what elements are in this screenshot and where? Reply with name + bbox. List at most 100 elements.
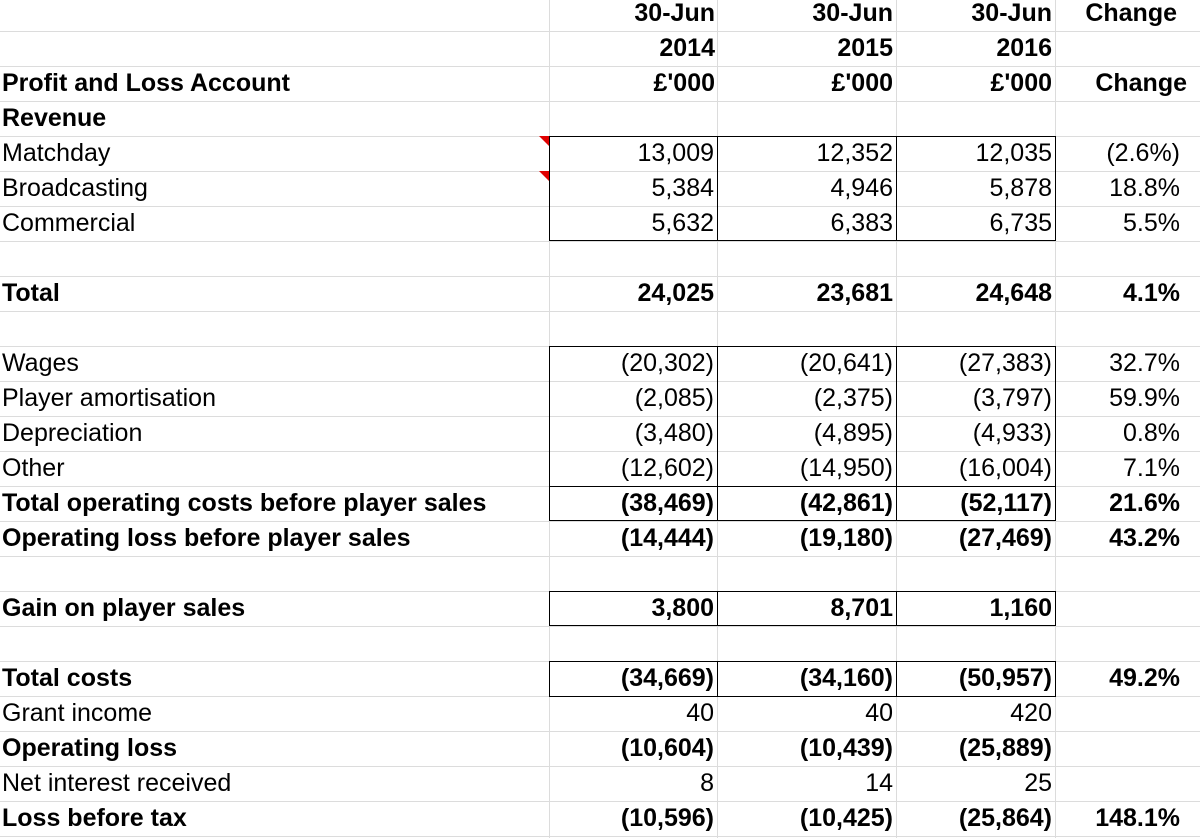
value-cell[interactable]: 40 (686, 699, 714, 727)
value-cell[interactable]: (42,861) (799, 489, 893, 517)
value-cell[interactable]: (50,957) (958, 664, 1052, 692)
comment-indicator-icon[interactable] (539, 171, 549, 181)
value-cell[interactable] (717, 626, 896, 661)
value-cell[interactable]: (14,444) (620, 524, 714, 552)
value-cell[interactable]: (2,085) (634, 384, 714, 412)
change-cell[interactable]: 43.2% (1109, 524, 1180, 552)
value-cell[interactable]: 5,878 (989, 174, 1052, 202)
row-label-cell[interactable]: Total operating costs before player sale… (2, 489, 487, 517)
row-label-cell[interactable]: Total (2, 279, 60, 307)
value-cell[interactable]: (52,117) (960, 489, 1052, 517)
change-cell[interactable]: 49.2% (1109, 664, 1180, 692)
row-label-cell[interactable]: Total costs (2, 664, 133, 692)
value-cell[interactable]: 23,681 (816, 279, 893, 307)
value-cell[interactable]: (3,480) (634, 419, 714, 447)
change-cell[interactable]: 148.1% (1095, 804, 1180, 832)
change-cell[interactable] (1055, 626, 1200, 661)
change-cell[interactable] (1055, 731, 1200, 766)
value-cell[interactable]: 24,648 (975, 279, 1052, 307)
value-cell[interactable]: (12,602) (620, 454, 714, 482)
change-cell[interactable]: 0.8% (1123, 419, 1180, 447)
value-cell[interactable]: (19,180) (799, 524, 893, 552)
row-label-cell[interactable]: Gain on player sales (2, 594, 246, 622)
row-label-cell[interactable]: Operating loss (2, 734, 178, 762)
value-cell[interactable] (896, 556, 1055, 591)
value-cell[interactable] (549, 311, 717, 346)
row-label-cell[interactable] (2, 311, 547, 346)
value-cell[interactable]: (3,797) (972, 384, 1052, 412)
row-label-cell[interactable] (2, 241, 547, 276)
change-cell[interactable] (1055, 696, 1200, 731)
change-cell[interactable]: 4.1% (1123, 279, 1180, 307)
change-cell[interactable]: (2.6%) (1106, 139, 1180, 167)
value-cell[interactable]: 8 (700, 769, 714, 797)
value-cell[interactable]: 4,946 (830, 174, 893, 202)
value-cell[interactable] (549, 556, 717, 591)
value-cell[interactable] (717, 241, 896, 276)
value-cell[interactable]: (27,469) (958, 524, 1052, 552)
value-cell[interactable]: 14 (865, 769, 893, 797)
change-cell[interactable]: 59.9% (1109, 384, 1180, 412)
value-cell[interactable]: 3,800 (651, 594, 714, 622)
value-cell[interactable]: 420 (1010, 699, 1052, 727)
row-label-cell[interactable]: Net interest received (2, 769, 232, 797)
value-cell[interactable]: (10,439) (799, 734, 893, 762)
value-cell[interactable]: 25 (1024, 769, 1052, 797)
value-cell[interactable]: 1,160 (989, 594, 1052, 622)
change-cell[interactable] (1055, 556, 1200, 591)
change-cell[interactable]: 21.6% (1109, 489, 1180, 517)
value-cell[interactable] (549, 101, 717, 136)
value-cell[interactable]: (38,469) (620, 489, 714, 517)
change-cell[interactable]: 7.1% (1123, 454, 1180, 482)
value-cell[interactable]: 12,352 (816, 139, 893, 167)
value-cell[interactable]: (34,669) (620, 664, 714, 692)
value-cell[interactable] (896, 101, 1055, 136)
value-cell[interactable]: (34,160) (799, 664, 893, 692)
change-cell[interactable] (1055, 101, 1200, 136)
value-cell[interactable] (549, 626, 717, 661)
value-cell[interactable]: (25,864) (958, 804, 1052, 832)
value-cell[interactable]: (25,889) (958, 734, 1052, 762)
change-cell[interactable] (1055, 311, 1200, 346)
value-cell[interactable]: 5,632 (651, 209, 714, 237)
value-cell[interactable]: (20,641) (799, 349, 893, 377)
comment-indicator-icon[interactable] (539, 136, 549, 146)
value-cell[interactable]: 12,035 (975, 139, 1052, 167)
value-cell[interactable]: 8,701 (830, 594, 893, 622)
change-cell[interactable] (1055, 766, 1200, 801)
row-label-cell[interactable] (2, 626, 547, 661)
value-cell[interactable]: (27,383) (958, 349, 1052, 377)
value-cell[interactable]: (10,604) (620, 734, 714, 762)
row-label-cell[interactable]: Loss before tax (2, 804, 187, 832)
value-cell[interactable]: (10,425) (799, 804, 893, 832)
row-label-cell[interactable]: Operating loss before player sales (2, 524, 411, 552)
change-cell[interactable]: 5.5% (1123, 209, 1180, 237)
value-cell[interactable]: (2,375) (813, 384, 893, 412)
row-label-cell[interactable]: Depreciation (2, 419, 143, 447)
value-cell[interactable]: (14,950) (799, 454, 893, 482)
value-cell[interactable] (717, 311, 896, 346)
change-cell[interactable] (1055, 241, 1200, 276)
row-label-cell[interactable]: Broadcasting (2, 174, 148, 202)
value-cell[interactable] (717, 101, 896, 136)
change-cell[interactable]: 18.8% (1109, 174, 1180, 202)
value-cell[interactable] (896, 241, 1055, 276)
value-cell[interactable] (896, 626, 1055, 661)
row-label-cell[interactable]: Wages (2, 349, 79, 377)
value-cell[interactable] (896, 311, 1055, 346)
row-label-cell[interactable] (2, 556, 547, 591)
value-cell[interactable]: 6,735 (989, 209, 1052, 237)
value-cell[interactable]: 24,025 (637, 279, 714, 307)
row-label-cell[interactable]: Matchday (2, 139, 111, 167)
change-cell[interactable]: 32.7% (1109, 349, 1180, 377)
value-cell[interactable]: (20,302) (620, 349, 714, 377)
value-cell[interactable]: 6,383 (830, 209, 893, 237)
value-cell[interactable]: (4,933) (972, 419, 1052, 447)
value-cell[interactable]: 13,009 (637, 139, 714, 167)
value-cell[interactable]: (4,895) (813, 419, 893, 447)
value-cell[interactable]: (16,004) (958, 454, 1052, 482)
change-cell[interactable] (1055, 591, 1200, 626)
value-cell[interactable]: (10,596) (620, 804, 714, 832)
value-cell[interactable] (717, 556, 896, 591)
row-label-cell[interactable]: Player amortisation (2, 384, 216, 412)
